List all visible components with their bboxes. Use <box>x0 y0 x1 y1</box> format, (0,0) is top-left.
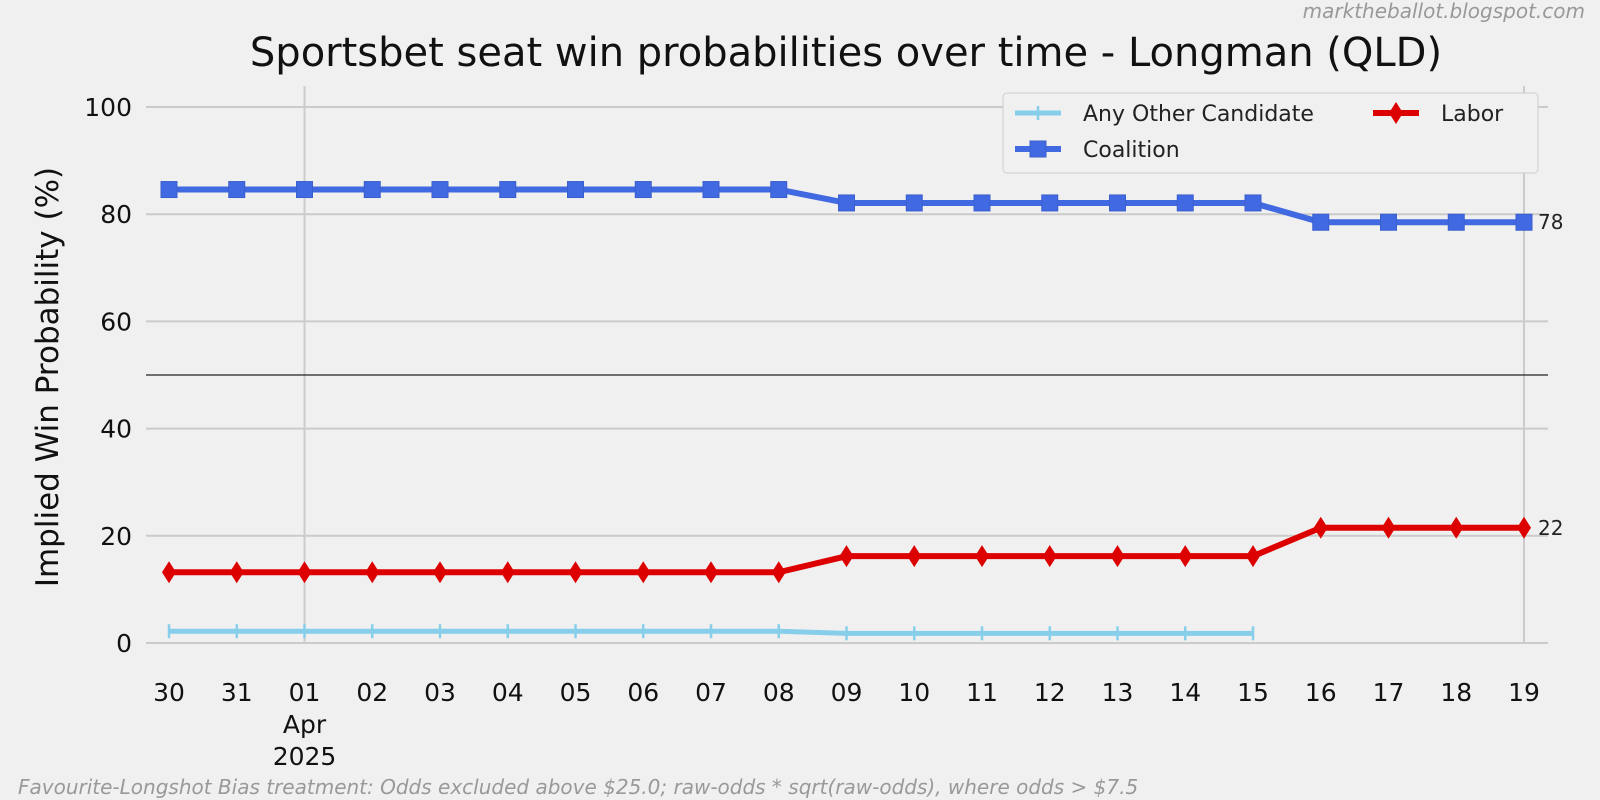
data-point <box>634 181 652 199</box>
data-point <box>1110 545 1125 568</box>
data-point <box>704 561 718 584</box>
y-tick-label: 100 <box>84 93 132 122</box>
data-point <box>363 181 381 199</box>
data-point <box>1389 102 1403 124</box>
data-point <box>1244 194 1262 212</box>
data-point <box>907 545 922 568</box>
y-tick-label: 0 <box>116 629 132 658</box>
data-point <box>975 545 989 568</box>
series-labor <box>162 516 1531 584</box>
x-month-label: Apr <box>283 710 327 739</box>
x-tick-label: 05 <box>560 678 592 707</box>
data-point <box>771 561 786 584</box>
x-tick-label: 14 <box>1169 678 1201 707</box>
legend-item-coalition: Coalition <box>1015 138 1180 163</box>
data-point <box>1042 545 1057 568</box>
data-point <box>1246 545 1260 568</box>
data-point <box>296 181 313 199</box>
data-point <box>365 561 380 584</box>
x-year-label: 2025 <box>273 742 337 771</box>
data-point <box>1029 140 1047 158</box>
end-value-label: 78 <box>1538 210 1563 234</box>
series-any-other-candidate <box>167 624 1255 641</box>
x-tick-label: 09 <box>831 678 863 707</box>
data-point <box>838 194 855 212</box>
x-tick-label: 13 <box>1102 678 1134 707</box>
x-tick-label: 18 <box>1440 678 1472 707</box>
x-tick-label: 01 <box>289 678 321 707</box>
x-tick-label: 19 <box>1508 678 1540 707</box>
data-point <box>1041 194 1059 212</box>
data-point <box>905 194 923 212</box>
data-point <box>770 181 788 199</box>
y-tick-label: 80 <box>100 200 132 229</box>
data-point <box>1313 516 1328 539</box>
data-point <box>702 181 720 199</box>
data-point <box>568 561 583 584</box>
y-tick-label: 40 <box>100 415 132 444</box>
legend-label: Coalition <box>1083 138 1180 163</box>
data-point <box>1178 545 1193 568</box>
x-tick-label: 31 <box>221 678 253 707</box>
data-point <box>229 561 244 584</box>
legend-label: Labor <box>1441 102 1504 127</box>
data-point <box>973 194 991 212</box>
data-point <box>1449 516 1464 539</box>
y-axis-label: Implied Win Probability (%) <box>30 167 66 587</box>
data-point <box>1447 213 1465 231</box>
x-tick-label: 12 <box>1034 678 1066 707</box>
data-point <box>1515 213 1533 231</box>
x-tick-label: 10 <box>898 678 930 707</box>
data-point <box>433 561 447 584</box>
data-point <box>1381 516 1396 539</box>
x-tick-label: 30 <box>153 678 185 707</box>
data-point <box>1176 194 1194 212</box>
legend-item-any-other-candidate: Any Other Candidate <box>1015 102 1314 127</box>
data-point <box>500 561 515 584</box>
legend-item-labor: Labor <box>1373 102 1504 127</box>
y-tick-label: 60 <box>100 307 132 336</box>
y-axis-ticks: 0 20 40 60 80 100 <box>84 93 132 658</box>
data-point <box>431 181 449 199</box>
footnote-text: Favourite-Longshot Bias treatment: Odds … <box>18 775 1138 799</box>
data-point <box>1109 194 1126 212</box>
legend-label: Any Other Candidate <box>1083 102 1314 127</box>
x-tick-label: 02 <box>356 678 388 707</box>
x-tick-label: 04 <box>492 678 524 707</box>
chart-title: Sportsbet seat win probabilities over ti… <box>250 30 1442 76</box>
x-tick-label: 08 <box>763 678 795 707</box>
data-point <box>228 181 246 199</box>
data-point <box>636 561 651 584</box>
x-tick-label: 06 <box>627 678 659 707</box>
x-tick-label: 16 <box>1305 678 1337 707</box>
data-point <box>499 181 517 199</box>
x-tick-label: 11 <box>966 678 998 707</box>
data-point <box>567 181 584 199</box>
data-point <box>162 561 176 584</box>
data-point <box>839 545 854 568</box>
end-labels: 78 22 <box>1538 210 1563 540</box>
x-tick-label: 03 <box>424 678 456 707</box>
series-layer <box>160 181 1533 641</box>
x-tick-label: 07 <box>695 678 727 707</box>
legend: Any Other Candidate Coalition Labor <box>1002 92 1539 174</box>
data-point <box>297 561 312 584</box>
x-axis-ticks: 30 31 01 02 03 04 05 06 07 08 09 10 11 12 13 14 15 16 17 18… <box>153 678 1540 771</box>
x-tick-label: 17 <box>1373 678 1405 707</box>
credit-text: marktheballot.blogspot.com <box>1303 0 1585 23</box>
y-tick-label: 20 <box>100 522 132 551</box>
x-tick-label: 15 <box>1237 678 1269 707</box>
data-point <box>160 181 178 199</box>
series-coalition <box>160 181 1533 231</box>
data-point <box>1517 516 1531 539</box>
data-point <box>1312 213 1330 231</box>
grid <box>146 86 1548 644</box>
end-value-label: 22 <box>1538 516 1563 540</box>
data-point <box>1380 213 1397 231</box>
